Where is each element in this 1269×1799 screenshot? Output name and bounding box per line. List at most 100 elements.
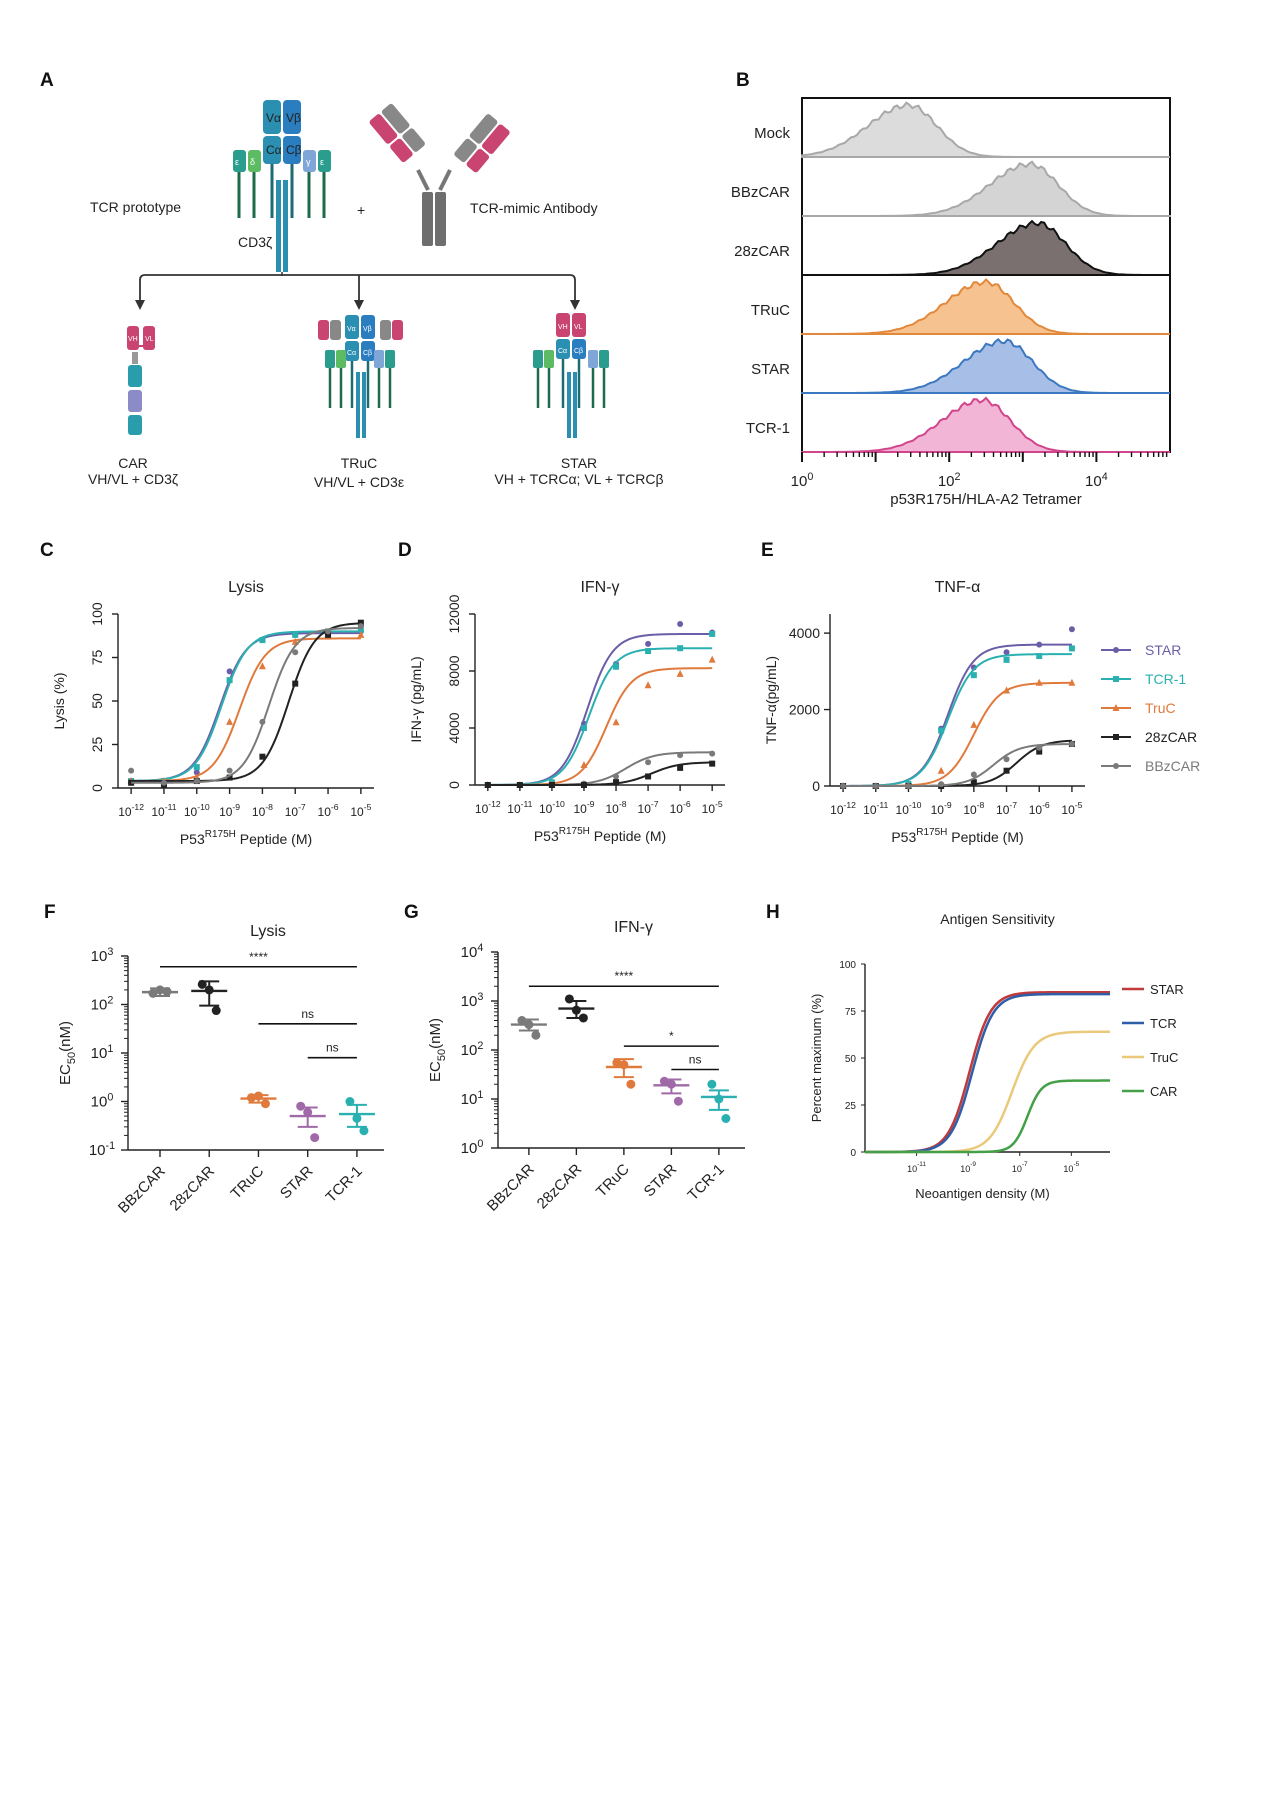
- x-tick-label: TRuC: [228, 1163, 268, 1203]
- x-tick-label: TCR-1: [322, 1163, 365, 1206]
- legend-marker-star: [1113, 647, 1119, 653]
- x-tick-label: 10-9: [960, 1161, 976, 1174]
- star-cb: Cβ: [574, 348, 583, 355]
- car-label: CAR: [118, 455, 148, 471]
- x-tick-label: 10-11: [863, 800, 888, 817]
- point-bbzcar: [872, 783, 879, 789]
- panel-label-f: F: [44, 902, 56, 923]
- point-bbzcar: [162, 987, 172, 997]
- point-truc: [1035, 678, 1043, 686]
- y-tick-label: 25: [89, 737, 105, 753]
- point-28zcar: [357, 619, 364, 626]
- y-axis-title: Lysis (%): [51, 672, 67, 729]
- y-tick-label: 100: [91, 1092, 114, 1111]
- y-axis-title: TNF-α(pg/mL): [763, 656, 779, 744]
- point-star: [303, 1107, 313, 1117]
- point-tcr-1: [677, 645, 684, 652]
- point-truc: [644, 681, 652, 689]
- point-bbzcar: [840, 783, 847, 789]
- row-label-28zcar: 28zCAR: [734, 243, 790, 260]
- point-28zcar: [197, 979, 207, 989]
- histogram-28zcar: [802, 219, 1171, 276]
- x-tick-label: STAR: [641, 1161, 681, 1201]
- point-bbzcar: [1003, 756, 1010, 763]
- y-axis-title: Percent maximum (%): [809, 994, 824, 1123]
- curve-28zcar: [487, 761, 713, 786]
- panel-label-a: A: [40, 70, 54, 91]
- significance-label: ns: [326, 1041, 339, 1055]
- legend-label-bbzcar: BBzCAR: [1145, 758, 1200, 774]
- x-tick-label: 10-5: [1061, 800, 1082, 817]
- x-axis-title: P53R175H Peptide (M): [891, 827, 1023, 845]
- point-bbzcar: [160, 779, 167, 786]
- y-axis-title: EC50(nM): [427, 1018, 448, 1082]
- x-tick-label: 10-9: [219, 802, 240, 819]
- star-diagram: VH VL Cα Cβ: [533, 313, 609, 438]
- point-tcr-1: [707, 1079, 717, 1089]
- x-tick-label: 10-7: [996, 800, 1017, 817]
- antigen-sensitivity-chart: Antigen Sensitivity 0 25 50 75 100 10-11 10-9 10…: [809, 911, 1184, 1201]
- point-tcr-1: [345, 1097, 355, 1106]
- panel-label-c: C: [40, 540, 54, 561]
- truc-desc: VH/VL + CD3ε: [314, 474, 404, 490]
- legend-label-car: CAR: [1150, 1084, 1177, 1099]
- x-tick-label: 28zCAR: [167, 1163, 219, 1215]
- point-bbzcar: [677, 752, 684, 759]
- ifn-curve-chart: IFN-γ 0 4000 8000 12000 10-12 10-11 10-10 10-9 10…: [408, 579, 725, 844]
- x-tick-label: 10-10: [896, 800, 922, 817]
- x-tick-label: 104: [1085, 471, 1108, 490]
- point-28zcar: [578, 1013, 588, 1023]
- x-tick-label: 10-8: [252, 802, 273, 819]
- star-desc: VH + TCRCα; VL + TCRCβ: [494, 471, 663, 487]
- point-star: [659, 1076, 669, 1086]
- point-tcr-1: [714, 1094, 724, 1104]
- point-28zcar: [645, 773, 652, 780]
- ifn-ec50-chart: IFN-γ 100 101 102 103 104 EC50(nM) BBzCAR28zCAR…: [427, 919, 745, 1215]
- x-tick-label: 10-6: [670, 799, 691, 816]
- legend-marker-tcr-1: [1113, 676, 1119, 682]
- point-28zcar: [580, 782, 587, 788]
- point-bbzcar: [357, 623, 364, 630]
- x-tick-label: 10-8: [963, 800, 984, 817]
- y-tick-label: 2000: [789, 702, 820, 718]
- significance-label: ns: [689, 1052, 702, 1066]
- x-tick-label: 10-9: [573, 799, 594, 816]
- x-tick-label: 10-5: [702, 799, 723, 816]
- point-tcr-1: [357, 626, 364, 633]
- curve-star: [865, 990, 1110, 1154]
- legend-label-star: STAR: [1145, 642, 1181, 658]
- panel-label-g: G: [404, 902, 419, 923]
- x-tick-label: 28zCAR: [534, 1161, 586, 1213]
- curve-bbzcar: [843, 743, 1072, 787]
- row-label-star: STAR: [751, 361, 790, 378]
- point-tcr-1: [292, 631, 299, 638]
- star-vh: VH: [558, 324, 568, 331]
- curve-tcr-1: [843, 653, 1072, 787]
- x-axis-title: p53R175H/HLA-A2 Tetramer: [890, 491, 1081, 508]
- point-28zcar: [1003, 767, 1010, 774]
- point-28zcar: [259, 753, 266, 760]
- x-axis-title: P53R175H Peptide (M): [180, 829, 312, 847]
- panel-label-e: E: [761, 540, 774, 561]
- y-tick-label: 0: [850, 1148, 856, 1159]
- point-bbzcar: [709, 750, 716, 757]
- row-label-mock: Mock: [754, 125, 790, 142]
- star-ca: Cα: [558, 348, 567, 355]
- x-tick-label: 10-9: [931, 800, 952, 817]
- tcr-prototype-diagram: Vα Vβ Cα Cβ ε δ γ ε: [233, 100, 331, 272]
- point-tcr-1: [226, 677, 233, 684]
- point-star: [677, 620, 684, 627]
- y-tick-label: 100: [89, 602, 105, 626]
- curve-truc: [865, 1030, 1110, 1154]
- x-tick-label: 10-7: [638, 799, 659, 816]
- point-bbzcar: [531, 1030, 541, 1040]
- point-truc: [937, 766, 945, 774]
- point-truc: [246, 1093, 256, 1103]
- y-tick-label: 103: [461, 991, 484, 1010]
- x-tick-label: 10-11: [507, 799, 532, 816]
- tcr-chain-g: γ: [306, 157, 311, 167]
- point-28zcar: [204, 985, 214, 995]
- point-tcr-1: [193, 764, 200, 771]
- point-bbzcar: [1036, 744, 1043, 751]
- curve-car: [865, 1079, 1110, 1154]
